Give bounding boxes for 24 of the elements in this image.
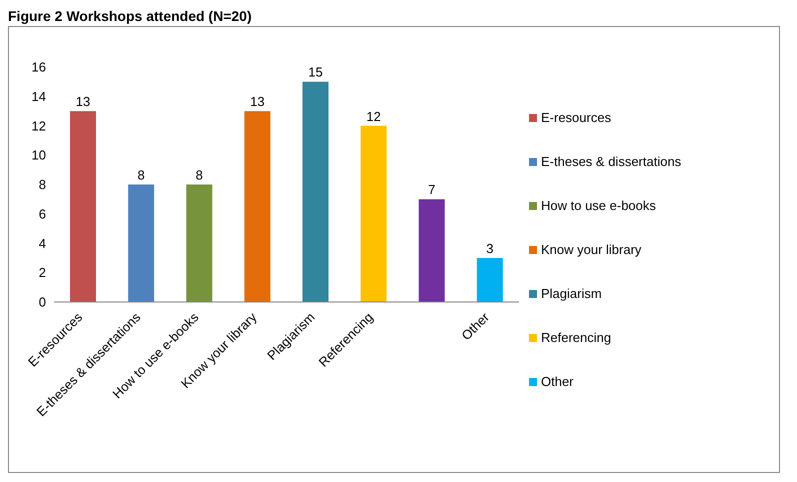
y-tick-label: 16: [32, 60, 46, 75]
chart-title: Figure 2 Workshops attended (N=20): [8, 8, 253, 26]
y-tick-label: 6: [38, 206, 46, 222]
data-label: 8: [196, 168, 203, 182]
y-tick-label: 4: [38, 236, 46, 251]
legend-label: Plagiarism: [541, 286, 602, 300]
y-tick-label: 2: [38, 265, 46, 280]
data-label: 12: [366, 108, 381, 124]
y-tick-label: 8: [38, 177, 46, 192]
data-label: 15: [308, 64, 323, 80]
y-tick-label: 14: [32, 88, 46, 104]
y-tick-label: 10: [32, 148, 46, 163]
legend-label: Other: [541, 374, 574, 388]
legend-label: E-theses & dissertations: [541, 154, 682, 168]
data-label: 13: [250, 94, 265, 110]
y-tick-label: 12: [32, 118, 46, 134]
legend-label: Know your library: [541, 242, 642, 256]
data-label: 7: [428, 182, 436, 198]
data-label: 13: [76, 94, 90, 110]
y-tick-label: 0: [38, 294, 46, 310]
legend-label: How to use e-books: [541, 198, 656, 212]
data-label: 3: [486, 240, 494, 256]
legend-label: E-resources: [541, 110, 612, 124]
data-label: 8: [138, 168, 145, 182]
